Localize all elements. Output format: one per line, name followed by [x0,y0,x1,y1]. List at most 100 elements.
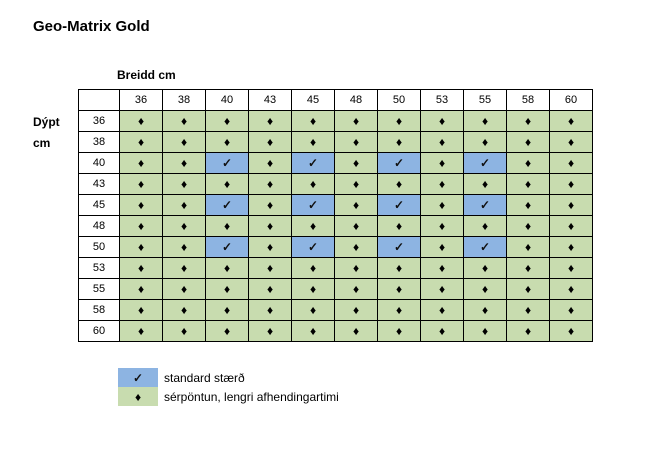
matrix-col-header: 43 [248,89,292,111]
matrix-cell-special: ♦ [506,257,550,279]
diamond-icon: ♦ [180,155,188,170]
matrix-cell-special: ♦ [463,299,507,321]
diamond-icon: ♦ [438,281,446,296]
diamond-icon: ♦ [223,134,231,149]
diamond-icon: ♦ [137,302,145,317]
size-matrix-body: 36 38 40 43 45 48 50 53 55 58 60 36 ♦ ♦ ♦ ♦ ♦ ♦ ♦ ♦ ♦ ♦ ♦ 38 ♦ ♦ ♦… [78,89,593,342]
matrix-cell-special: ♦ [549,320,593,342]
check-icon: ✓ [307,155,319,170]
check-icon: ✓ [221,197,233,212]
matrix-cell-special: ♦ [205,215,249,237]
check-icon: ✓ [479,197,491,212]
matrix-cell-special: ♦ [291,320,335,342]
diamond-icon: ♦ [567,113,575,128]
diamond-icon: ♦ [137,134,145,149]
diamond-icon: ♦ [352,155,360,170]
diamond-icon: ♦ [223,218,231,233]
diamond-icon: ♦ [266,281,274,296]
diamond-icon: ♦ [438,323,446,338]
legend-label-standard: standard stærð [164,370,245,385]
row-axis-label-line2: cm [33,136,51,150]
matrix-cell-special: ♦ [334,194,378,216]
diamond-icon: ♦ [223,302,231,317]
matrix-cell-special: ♦ [506,320,550,342]
diamond-icon: ♦ [438,218,446,233]
matrix-row: 58 ♦ ♦ ♦ ♦ ♦ ♦ ♦ ♦ ♦ ♦ ♦ [78,299,593,321]
diamond-icon: ♦ [137,239,145,254]
diamond-icon: ♦ [137,155,145,170]
matrix-row: 53 ♦ ♦ ♦ ♦ ♦ ♦ ♦ ♦ ♦ ♦ ♦ [78,257,593,279]
matrix-cell-standard: ✓ [205,194,249,216]
matrix-col-header: 40 [205,89,249,111]
diamond-icon: ♦ [266,323,274,338]
diamond-icon: ♦ [309,323,317,338]
matrix-cell-special: ♦ [549,257,593,279]
matrix-cell-special: ♦ [377,257,421,279]
diamond-icon: ♦ [567,260,575,275]
matrix-cell-special: ♦ [549,194,593,216]
check-icon: ✓ [393,155,405,170]
diamond-icon: ♦ [481,218,489,233]
diamond-icon: ♦ [395,302,403,317]
diamond-icon: ♦ [481,134,489,149]
matrix-row-header: 55 [78,278,120,300]
matrix-cell-special: ♦ [248,320,292,342]
diamond-icon: ♦ [395,134,403,149]
matrix-cell-special: ♦ [549,110,593,132]
matrix-cell-special: ♦ [205,299,249,321]
diamond-icon: ♦ [481,113,489,128]
matrix-cell-special: ♦ [549,173,593,195]
matrix-row-header: 48 [78,215,120,237]
matrix-cell-special: ♦ [420,320,464,342]
diamond-icon: ♦ [395,218,403,233]
diamond-icon: ♦ [137,260,145,275]
matrix-cell-special: ♦ [549,131,593,153]
diamond-icon: ♦ [266,218,274,233]
diamond-icon: ♦ [266,113,274,128]
size-matrix-table: 36 38 40 43 45 48 50 53 55 58 60 36 ♦ ♦ ♦ ♦ ♦ ♦ ♦ ♦ ♦ ♦ ♦ 38 ♦ ♦ ♦… [78,89,593,342]
matrix-cell-standard: ✓ [205,236,249,258]
matrix-cell-standard: ✓ [377,194,421,216]
check-icon: ✓ [132,370,144,385]
diamond-icon: ♦ [223,323,231,338]
legend-label-special: sérpöntun, lengri afhendingartimi [164,389,339,404]
matrix-cell-special: ♦ [377,173,421,195]
matrix-cell-special: ♦ [334,299,378,321]
diamond-icon: ♦ [524,176,532,191]
matrix-cell-special: ♦ [463,173,507,195]
diamond-icon: ♦ [309,218,317,233]
diamond-icon: ♦ [309,113,317,128]
check-icon: ✓ [221,155,233,170]
diamond-icon: ♦ [137,323,145,338]
diamond-icon: ♦ [137,218,145,233]
col-axis-label: Breidd cm [117,68,176,82]
matrix-cell-special: ♦ [205,131,249,153]
diamond-icon: ♦ [266,197,274,212]
matrix-cell-special: ♦ [334,236,378,258]
matrix-cell-special: ♦ [205,278,249,300]
matrix-cell-special: ♦ [119,152,163,174]
diamond-icon: ♦ [481,302,489,317]
diamond-icon: ♦ [180,197,188,212]
diamond-icon: ♦ [352,176,360,191]
matrix-cell-special: ♦ [205,110,249,132]
diamond-icon: ♦ [395,323,403,338]
diamond-icon: ♦ [266,134,274,149]
diamond-icon: ♦ [223,113,231,128]
diamond-icon: ♦ [438,302,446,317]
matrix-cell-special: ♦ [334,215,378,237]
matrix-cell-special: ♦ [506,215,550,237]
check-icon: ✓ [307,197,319,212]
diamond-icon: ♦ [395,176,403,191]
diamond-icon: ♦ [524,155,532,170]
check-icon: ✓ [307,239,319,254]
matrix-cell-special: ♦ [506,194,550,216]
diamond-icon: ♦ [395,113,403,128]
matrix-row: 48 ♦ ♦ ♦ ♦ ♦ ♦ ♦ ♦ ♦ ♦ ♦ [78,215,593,237]
diamond-icon: ♦ [567,239,575,254]
legend-item-standard: ✓ standard stærð [118,368,339,387]
diamond-icon: ♦ [180,323,188,338]
matrix-cell-special: ♦ [377,299,421,321]
matrix-cell-standard: ✓ [463,236,507,258]
